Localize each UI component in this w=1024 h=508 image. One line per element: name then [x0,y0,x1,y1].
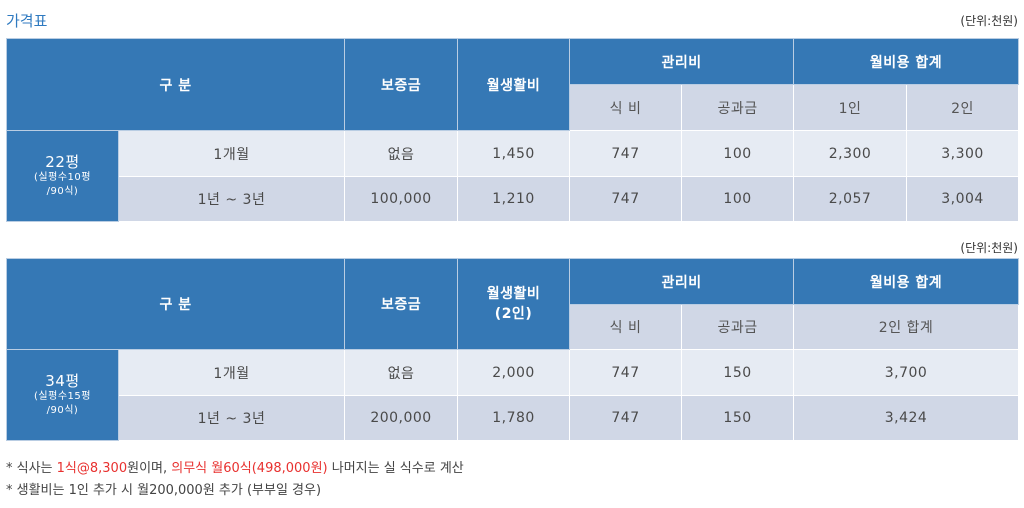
header-utility: 공과금 [681,84,795,131]
size-main: 22평 [45,153,80,171]
total-cell: 3,700 [793,349,1020,396]
unit-label-2: (단위:천원) [960,241,1018,255]
header-meal: 식 비 [569,84,683,131]
meal-cell: 747 [569,395,683,441]
utility-cell: 150 [681,395,795,441]
header-deposit: 보증금 [344,38,459,131]
deposit-cell: 없음 [344,349,459,396]
header-category: 구 분 [5,38,346,131]
header-monthly-total: 월비용 합계 [793,38,1020,85]
page-title: 가격표 [6,12,48,30]
note-meal-mid: 원이며, [127,461,172,476]
living-cost-cell: 1,780 [457,395,571,441]
note-meal-mandatory: 의무식 월60식(498,000원) [171,461,328,476]
utility-cell: 100 [681,176,795,222]
header-living-cost: 월생활비 (2인) [457,258,571,350]
size-main: 34평 [45,372,80,390]
header-deposit: 보증금 [344,258,459,350]
size-sub-2: /90식) [46,405,79,416]
header-living-cost-sub: (2인) [494,306,533,322]
living-cost-cell: 1,450 [457,130,571,177]
total-one-cell: 2,300 [793,130,908,177]
size-cell: 34평 (실평수15평 /90식) [6,349,119,441]
period-cell: 1년 ~ 3년 [117,395,346,441]
unit-label-1: (단위:천원) [960,14,1018,28]
note-meal-price: 1식@8,300 [56,461,128,476]
meal-cell: 747 [569,349,683,396]
note-meal-suffix: 나머지는 실 식수로 계산 [327,461,464,476]
table-row: 1년 ~ 3년 200,000 1,780 747 150 3,424 [7,395,1020,441]
living-cost-cell: 2,000 [457,349,571,396]
size-sub-2: /90식) [46,186,79,197]
table-row: 34평 (실평수15평 /90식) 1개월 없음 2,000 747 150 3… [6,349,1020,441]
header-two-person-total: 2인 합계 [793,304,1020,350]
deposit-cell: 100,000 [344,176,459,222]
header-mgmt-fee: 관리비 [569,258,795,305]
header-one-person: 1인 [793,84,908,131]
period-cell: 1년 ~ 3년 [117,176,346,222]
total-two-cell: 3,300 [906,130,1020,177]
period-cell: 1개월 [117,130,346,177]
note-meal: * 식사는 1식@8,300원이며, 의무식 월60식(498,000원) 나머… [6,458,464,480]
total-cell: 3,424 [793,395,1020,441]
size-cell: 22평 (실평수10평 /90식) [6,130,119,222]
header-monthly-total: 월비용 합계 [793,258,1020,305]
price-table-34: 구 분 보증금 월생활비 (2인) 관리비 월비용 합계 식 비 공과금 2인 … [5,258,1020,441]
size-sub-1: (실평수10평 [34,172,91,183]
total-two-cell: 3,004 [906,176,1020,222]
header-living-cost: 월생활비 [457,38,571,131]
meal-cell: 747 [569,176,683,222]
deposit-cell: 200,000 [344,395,459,441]
notes: * 식사는 1식@8,300원이며, 의무식 월60식(498,000원) 나머… [6,458,464,502]
note-meal-prefix: * 식사는 [6,461,57,476]
deposit-cell: 없음 [344,130,459,177]
header-mgmt-fee: 관리비 [569,38,795,85]
utility-cell: 150 [681,349,795,396]
utility-cell: 100 [681,130,795,177]
header-category: 구 분 [5,258,346,350]
header-meal: 식 비 [569,304,683,350]
total-one-cell: 2,057 [793,176,908,222]
note-living-cost: * 생활비는 1인 추가 시 월200,000원 추가 (부부일 경우) [6,483,322,498]
price-table-22: 구 분 보증금 월생활비 관리비 월비용 합계 식 비 공과금 1인 2인 22… [5,38,1020,222]
header-living-cost-label: 월생활비 [486,286,541,302]
header-two-person: 2인 [906,84,1020,131]
meal-cell: 747 [569,130,683,177]
period-cell: 1개월 [117,349,346,396]
header-utility: 공과금 [681,304,795,350]
living-cost-cell: 1,210 [457,176,571,222]
size-sub-1: (실평수15평 [34,391,91,402]
table-row: 1년 ~ 3년 100,000 1,210 747 100 2,057 3,00… [7,176,1020,222]
table-row: 22평 (실평수10평 /90식) 1개월 없음 1,450 747 100 2… [6,130,1020,222]
